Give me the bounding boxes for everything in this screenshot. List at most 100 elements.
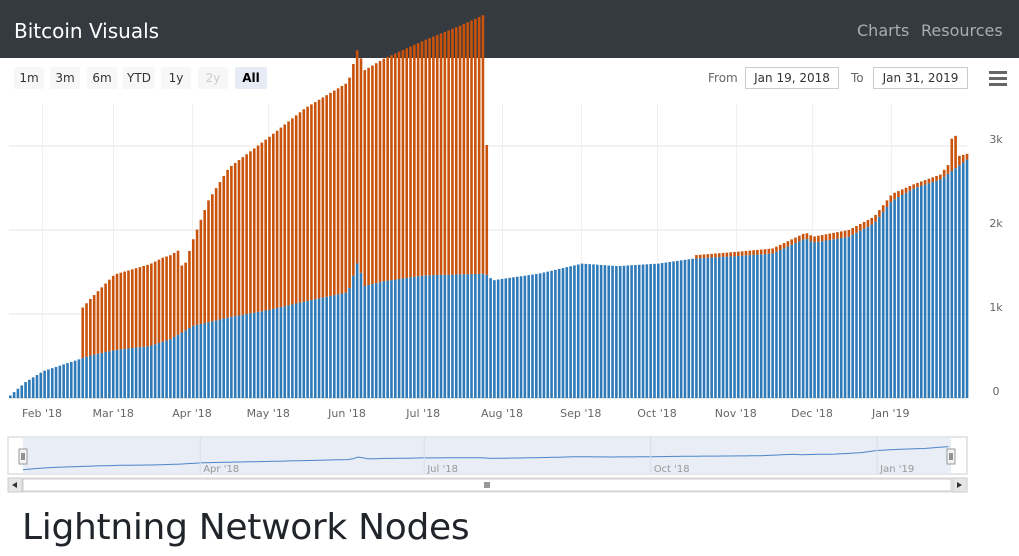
bar-blue: [195, 324, 199, 398]
bar-blue: [142, 346, 146, 398]
bar-blue: [508, 277, 511, 398]
range-button-all[interactable]: All: [235, 67, 267, 89]
bar-blue: [432, 275, 435, 398]
bar-blue: [599, 264, 603, 398]
bar-orange: [870, 217, 874, 225]
bar-blue: [165, 340, 168, 398]
navigator-tick-label: Apr '18: [203, 464, 239, 475]
bar-blue: [817, 241, 820, 398]
bar-orange: [485, 145, 489, 275]
range-button-1m[interactable]: 1m: [14, 67, 44, 89]
bar-blue: [340, 293, 344, 398]
bar-orange: [191, 239, 195, 326]
bar-blue: [519, 276, 523, 398]
bar-blue: [233, 316, 237, 398]
range-button-6m[interactable]: 6m: [87, 67, 117, 89]
bar-blue: [474, 273, 477, 398]
bar-blue: [291, 304, 294, 398]
bar-blue: [737, 255, 740, 398]
bar-blue: [576, 264, 580, 398]
bar-orange: [111, 275, 115, 351]
bar-blue: [607, 265, 611, 398]
bar-blue: [626, 265, 630, 398]
bar-orange: [443, 31, 447, 275]
to-label: To: [851, 71, 864, 85]
bar-orange: [775, 246, 778, 252]
bar-orange: [794, 237, 797, 244]
bar-blue: [386, 280, 389, 398]
bar-blue: [127, 348, 130, 398]
range-button-1y[interactable]: 1y: [161, 67, 191, 89]
bar-blue: [656, 263, 660, 398]
bar-orange: [344, 83, 348, 293]
bar-orange: [104, 283, 107, 353]
bar-blue: [138, 347, 142, 398]
bar-blue: [409, 277, 412, 398]
range-button-ytd[interactable]: YTD: [123, 67, 155, 89]
bar-blue: [862, 228, 866, 398]
bar-blue: [371, 284, 374, 398]
bar-blue: [805, 239, 809, 398]
bar-blue: [847, 236, 851, 398]
bar-blue: [714, 257, 717, 398]
bar-orange: [733, 251, 736, 257]
bar-blue: [767, 253, 771, 398]
bar-blue: [859, 230, 862, 398]
bar-blue: [119, 349, 123, 398]
bar-blue: [839, 237, 843, 398]
range-button-2y[interactable]: 2y: [198, 67, 228, 89]
bar-blue: [47, 369, 50, 398]
bar-blue: [653, 263, 656, 398]
to-date-input[interactable]: Jan 31, 2019: [873, 67, 968, 89]
bar-blue: [123, 348, 126, 398]
bar-orange: [904, 187, 908, 193]
bar-orange: [237, 160, 241, 316]
bar-orange: [134, 268, 138, 348]
brand-title[interactable]: Bitcoin Visuals: [14, 19, 160, 43]
bar-orange: [165, 256, 168, 341]
nav-link-charts[interactable]: Charts: [857, 21, 910, 40]
bar-orange: [325, 95, 328, 297]
bar-orange: [100, 287, 104, 353]
from-date-input[interactable]: Jan 19, 2018: [745, 67, 839, 89]
bar-blue: [798, 241, 801, 398]
range-button-3m[interactable]: 3m: [50, 67, 80, 89]
bar-orange: [378, 60, 382, 283]
bar-blue: [824, 240, 828, 398]
bar-blue: [24, 382, 27, 398]
bar-orange: [756, 249, 759, 255]
bar-orange: [218, 182, 222, 320]
nav-link-resources[interactable]: Resources: [921, 21, 1003, 40]
x-tick-label: Jan '19: [871, 407, 909, 420]
bar-orange: [188, 250, 191, 328]
bar-blue: [683, 259, 687, 398]
bar-orange: [340, 85, 344, 294]
bar-blue: [554, 269, 557, 398]
bar-blue: [115, 349, 119, 398]
scroll-left-button: [7, 477, 23, 493]
bar-orange: [782, 242, 786, 249]
navigator-frame: [7, 436, 968, 475]
bar-blue: [527, 275, 530, 398]
bar-orange: [923, 180, 927, 185]
bar-blue: [443, 274, 447, 398]
menu-icon[interactable]: [989, 71, 1007, 87]
from-label: From: [708, 71, 738, 85]
bar-blue: [252, 312, 256, 398]
bar-orange: [393, 53, 397, 280]
bar-blue: [775, 251, 778, 398]
bar-orange: [820, 235, 824, 242]
bar-blue: [679, 260, 683, 398]
bar-orange: [763, 249, 767, 255]
bar-orange: [321, 97, 325, 298]
bar-orange: [695, 255, 698, 259]
bar-blue: [184, 330, 187, 398]
bar-blue: [935, 180, 938, 398]
bar-blue: [466, 274, 470, 398]
bar-orange: [462, 24, 466, 275]
bar-orange: [786, 241, 790, 247]
bar-blue: [12, 392, 16, 398]
bar-blue: [622, 265, 626, 398]
bar-orange: [203, 210, 207, 324]
bar-blue: [428, 275, 431, 398]
